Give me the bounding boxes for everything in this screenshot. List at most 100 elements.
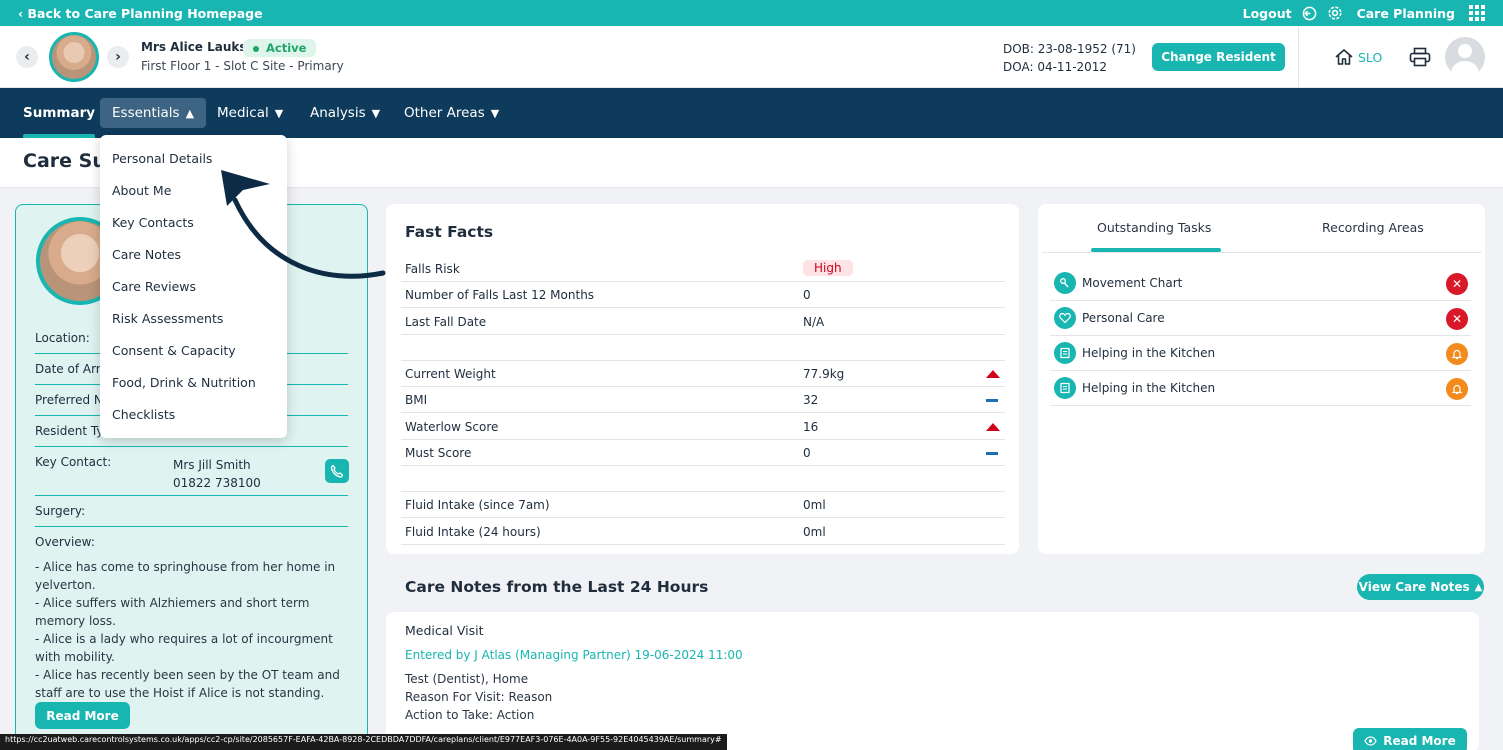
trend-same-icon bbox=[986, 449, 998, 455]
call-key-contact-phone-icon[interactable] bbox=[325, 459, 349, 483]
fast-fact-label: Falls Risk bbox=[405, 262, 460, 276]
fast-fact-row: Fluid Intake (since 7am) 0ml bbox=[401, 492, 1005, 518]
top-bar: ‹ Back to Care Planning Homepage Logout … bbox=[0, 0, 1503, 26]
view-care-notes-button[interactable]: View Care Notes ▲ bbox=[1357, 574, 1484, 600]
menu-item-care-notes[interactable]: Care Notes bbox=[112, 247, 182, 262]
fast-fact-spacer bbox=[401, 466, 1005, 492]
care-note-read-more-button[interactable]: Read More bbox=[1353, 728, 1467, 750]
profile-read-more-button[interactable]: Read More bbox=[35, 702, 130, 729]
nav-analysis-label: Analysis bbox=[310, 105, 366, 121]
care-note-author: Entered by J Atlas (Managing Partner) 19… bbox=[405, 648, 743, 662]
tab-divider bbox=[1042, 252, 1482, 253]
menu-item-checklists[interactable]: Checklists bbox=[112, 407, 176, 422]
chevron-down-icon: ▼ bbox=[371, 106, 381, 120]
top-bar-right: Logout Care Planning bbox=[1243, 5, 1485, 21]
nav-summary-tab[interactable]: Summary bbox=[23, 88, 96, 138]
overview-text: - Alice has come to springhouse from her… bbox=[35, 558, 345, 702]
logout-link[interactable]: Logout bbox=[1242, 5, 1292, 21]
fast-facts-panel: Fast Facts Falls Risk High Number of Fal… bbox=[386, 204, 1019, 554]
fast-fact-row: BMI 32 bbox=[401, 387, 1005, 413]
nav-analysis-tab[interactable]: Analysis ▼ bbox=[310, 88, 380, 138]
profile-row-type: Resident Ty bbox=[35, 416, 348, 447]
care-note-line: Action to Take: Action bbox=[405, 708, 535, 722]
menu-item-about-me[interactable]: About Me bbox=[112, 183, 172, 198]
fast-fact-value: 0 bbox=[803, 446, 811, 460]
task-label: Helping in the Kitchen bbox=[1082, 381, 1216, 395]
fast-fact-value: 32 bbox=[803, 393, 819, 407]
checklist-icon bbox=[1054, 377, 1076, 399]
app-name-label: Care Planning bbox=[1356, 5, 1455, 21]
fast-fact-spacer bbox=[401, 335, 1005, 361]
task-item[interactable]: Personal Care ✕ bbox=[1050, 301, 1471, 336]
fast-fact-label: Number of Falls Last 12 Months bbox=[405, 288, 595, 302]
nav-medical-tab[interactable]: Medical ▼ bbox=[217, 88, 283, 138]
fast-fact-row: Waterlow Score 16 bbox=[401, 414, 1005, 440]
logout-icon[interactable] bbox=[1302, 6, 1317, 21]
overview-line: - Alice has recently been seen by the OT… bbox=[35, 668, 340, 700]
fast-fact-label: Fluid Intake (since 7am) bbox=[405, 498, 550, 512]
trend-up-icon bbox=[986, 370, 1000, 378]
home-icon bbox=[1334, 48, 1354, 66]
apps-grid-icon[interactable] bbox=[1469, 5, 1485, 21]
home-site-link[interactable]: SLO bbox=[1334, 48, 1382, 66]
task-item[interactable]: Helping in the Kitchen bbox=[1050, 336, 1471, 371]
next-resident-chevron-right-icon[interactable]: › bbox=[107, 46, 129, 68]
change-resident-button[interactable]: Change Resident bbox=[1152, 43, 1285, 71]
active-tab-indicator bbox=[1091, 248, 1221, 252]
trend-up-icon bbox=[986, 423, 1000, 431]
care-note-card: Medical Visit Entered by J Atlas (Managi… bbox=[386, 612, 1479, 750]
tab-recording-areas[interactable]: Recording Areas bbox=[1322, 220, 1424, 235]
menu-item-risk-assessments[interactable]: Risk Assessments bbox=[112, 311, 224, 326]
fast-fact-label: Fluid Intake (24 hours) bbox=[405, 525, 541, 539]
profile-row-surgery: Surgery: bbox=[35, 496, 348, 527]
menu-item-care-reviews[interactable]: Care Reviews bbox=[112, 279, 197, 294]
fast-fact-label: Waterlow Score bbox=[405, 420, 499, 434]
printer-icon[interactable] bbox=[1409, 47, 1431, 67]
header-divider bbox=[1298, 26, 1299, 88]
fast-fact-value: 0ml bbox=[803, 498, 826, 512]
fast-fact-label: Current Weight bbox=[405, 367, 496, 381]
nav-other-areas-tab[interactable]: Other Areas ▼ bbox=[404, 88, 499, 138]
menu-item-key-contacts[interactable]: Key Contacts bbox=[112, 215, 194, 230]
user-avatar[interactable] bbox=[1445, 37, 1485, 77]
status-badge: Active bbox=[243, 39, 317, 57]
chevron-down-icon: ▼ bbox=[490, 106, 500, 120]
movement-icon bbox=[1054, 272, 1076, 294]
preferred-name-label: Preferred N bbox=[35, 393, 103, 407]
menu-item-personal-details[interactable]: Personal Details bbox=[112, 151, 213, 166]
fast-fact-row: Fluid Intake (24 hours) 0ml bbox=[401, 519, 1005, 545]
overview-line: - Alice is a lady who requires a lot of … bbox=[35, 632, 333, 664]
chevron-down-icon: ▼ bbox=[274, 106, 284, 120]
menu-item-consent-capacity[interactable]: Consent & Capacity bbox=[112, 343, 236, 358]
resident-type-label: Resident Ty bbox=[35, 424, 104, 438]
fast-fact-value: 0ml bbox=[803, 525, 826, 539]
tab-outstanding-tasks[interactable]: Outstanding Tasks bbox=[1097, 220, 1212, 235]
care-notes-title: Care Notes from the Last 24 Hours bbox=[405, 578, 709, 596]
nav-essentials-tab[interactable]: Essentials ▲ bbox=[100, 98, 207, 128]
care-note-line: Reason For Visit: Reason bbox=[405, 690, 553, 704]
task-item[interactable]: Movement Chart ✕ bbox=[1050, 266, 1471, 301]
location-label: Location: bbox=[35, 331, 90, 345]
overview-line: - Alice suffers with Alzhiemers and shor… bbox=[35, 596, 310, 628]
nav-other-areas-label: Other Areas bbox=[404, 105, 485, 121]
resident-name: Mrs Alice Lauks bbox=[141, 40, 247, 54]
heart-icon bbox=[1054, 307, 1076, 329]
overview-label: Overview: bbox=[35, 535, 95, 549]
tasks-panel: Outstanding Tasks Recording Areas Moveme… bbox=[1038, 204, 1485, 554]
fast-fact-value: N/A bbox=[803, 315, 825, 329]
chevron-up-icon: ▲ bbox=[1474, 581, 1483, 593]
resident-avatar bbox=[49, 32, 99, 82]
resident-location: First Floor 1 - Slot C Site - Primary bbox=[141, 59, 344, 73]
care-note-title: Medical Visit bbox=[405, 623, 484, 638]
fast-fact-row: Must Score 0 bbox=[401, 440, 1005, 466]
menu-item-food-drink-nutrition[interactable]: Food, Drink & Nutrition bbox=[112, 375, 256, 390]
fast-fact-row: Last Fall Date N/A bbox=[401, 309, 1005, 335]
previous-resident-chevron-left-icon[interactable]: ‹ bbox=[16, 46, 38, 68]
nav-medical-label: Medical bbox=[217, 105, 269, 121]
task-item[interactable]: Helping in the Kitchen bbox=[1050, 371, 1471, 406]
fast-fact-value: 16 bbox=[803, 420, 819, 434]
settings-gear-icon[interactable] bbox=[1327, 5, 1343, 21]
overdue-x-icon: ✕ bbox=[1446, 273, 1468, 295]
key-contact-label: Key Contact: bbox=[35, 455, 112, 469]
back-to-homepage-link[interactable]: ‹ Back to Care Planning Homepage bbox=[18, 5, 263, 21]
